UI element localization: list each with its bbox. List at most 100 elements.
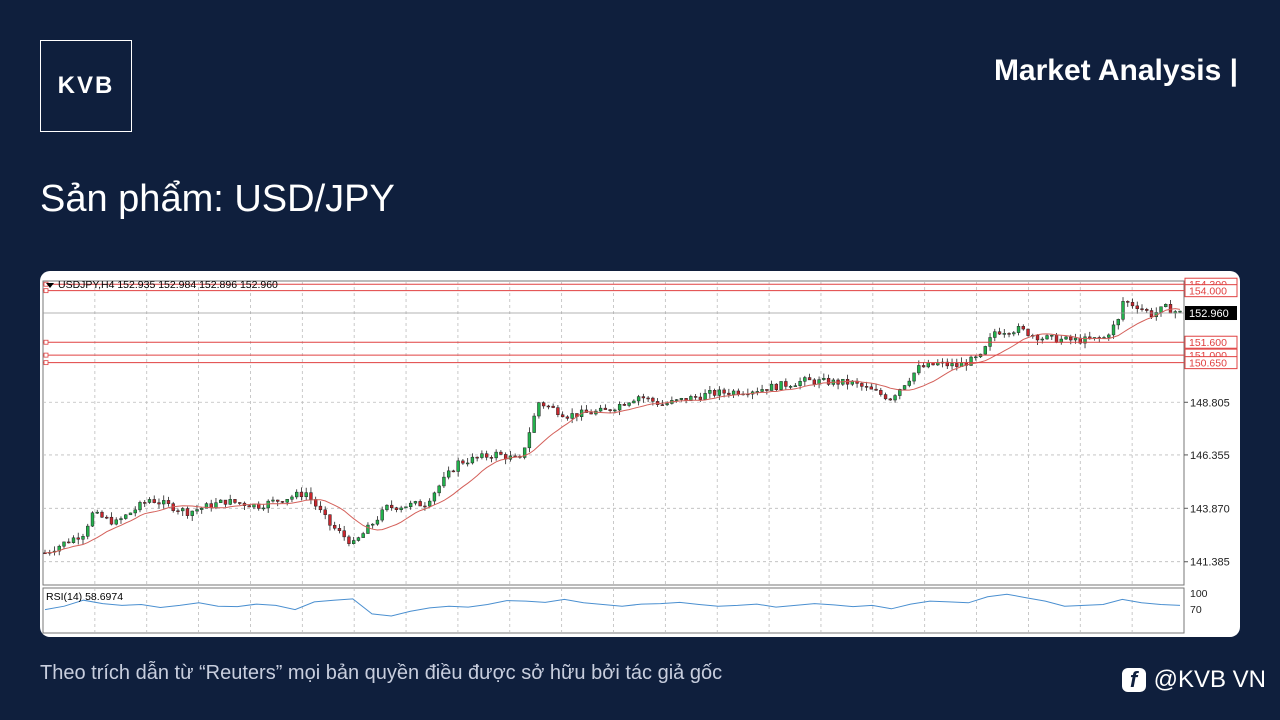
candle-bullish — [1159, 306, 1163, 313]
candle-bearish — [546, 405, 551, 408]
candle-bullish — [1045, 335, 1049, 340]
candle-bearish — [185, 508, 190, 516]
candle-bullish — [494, 451, 498, 459]
candle-bullish — [788, 386, 793, 388]
candle-bearish — [105, 516, 109, 519]
candle-bearish — [736, 390, 741, 395]
candle-bullish — [522, 447, 527, 458]
candle-bearish — [67, 541, 71, 544]
candle-bullish — [181, 508, 185, 512]
candle-bullish — [290, 496, 294, 500]
candle-bearish — [76, 537, 80, 540]
chart-card: 141.385143.870146.355148.805154.300154.0… — [40, 271, 1240, 637]
candle-bullish — [1083, 336, 1087, 344]
candle-bullish — [893, 395, 897, 401]
candle-bearish — [655, 401, 660, 405]
candle-bearish — [541, 402, 546, 407]
candle-bullish — [793, 385, 798, 387]
candle-bearish — [1126, 301, 1130, 303]
candle-bullish — [214, 502, 218, 509]
candle-bearish — [1149, 310, 1154, 318]
candle-bullish — [598, 407, 603, 412]
candle-bearish — [475, 456, 479, 459]
candle-bearish — [784, 381, 788, 387]
candle-bearish — [418, 501, 422, 507]
candle-bullish — [195, 509, 199, 512]
candle-bullish — [90, 512, 95, 527]
candle-bearish — [698, 396, 703, 400]
level-label: 154.000 — [1189, 286, 1227, 298]
level-label: 150.650 — [1189, 358, 1227, 370]
candle-bearish — [1054, 334, 1059, 343]
candle-bullish — [703, 393, 707, 400]
candle-bearish — [394, 507, 399, 510]
candle-bullish — [779, 381, 783, 390]
candle-bullish — [1050, 334, 1054, 337]
candle-bearish — [176, 510, 180, 512]
candle-bearish — [565, 416, 570, 419]
candle-bearish — [1135, 305, 1139, 309]
social-handle[interactable]: f @KVB VN — [1121, 666, 1266, 694]
candle-bullish — [1073, 337, 1078, 341]
candle-bullish — [1016, 326, 1021, 333]
chart-dropdown-icon — [46, 283, 54, 288]
candle-bullish — [907, 380, 911, 386]
candle-bullish — [228, 499, 232, 505]
candle-bearish — [109, 516, 114, 525]
candle-bearish — [209, 503, 213, 509]
candle-bullish — [162, 500, 166, 505]
candle-bullish — [86, 525, 90, 537]
candle-bearish — [955, 363, 959, 367]
candle-bullish — [352, 540, 356, 544]
candle-bullish — [446, 470, 451, 478]
candle-bearish — [389, 504, 394, 508]
candle-bearish — [727, 392, 731, 395]
candle-bullish — [902, 385, 907, 390]
candle-bearish — [489, 457, 494, 459]
candle-bearish — [660, 404, 665, 406]
candle-bullish — [470, 456, 475, 464]
candle-bullish — [271, 499, 275, 502]
candle-bullish — [679, 398, 684, 400]
candle-bullish — [138, 502, 142, 511]
candle-bullish — [983, 346, 987, 355]
candle-bearish — [233, 499, 237, 503]
candle-bullish — [285, 498, 289, 503]
candle-bearish — [1069, 336, 1073, 341]
candle-bullish — [617, 404, 622, 411]
candle-bullish — [1164, 304, 1168, 308]
candle-bullish — [147, 499, 152, 503]
candle-bullish — [62, 541, 66, 547]
candle-bullish — [689, 396, 693, 402]
level-marker — [43, 288, 49, 294]
level-label-box — [1184, 284, 1238, 298]
candle-bullish — [456, 460, 460, 472]
candle-bullish — [114, 519, 118, 525]
candle-bearish — [807, 377, 812, 381]
candle-bearish — [1021, 326, 1025, 330]
candle-bullish — [822, 377, 826, 380]
candle-bearish — [461, 460, 465, 464]
candle-bullish — [204, 503, 209, 509]
current-price-box — [1185, 306, 1237, 321]
candle-bullish — [1002, 333, 1006, 335]
candle-bullish — [356, 537, 361, 541]
candle-bearish — [608, 409, 612, 411]
candle-bullish — [380, 509, 384, 521]
y-tick-label: 141.385 — [1190, 557, 1230, 569]
candle-bearish — [1145, 309, 1149, 311]
candle-bullish — [465, 462, 470, 465]
candle-bullish — [81, 536, 85, 540]
candle-bearish — [347, 536, 351, 544]
candle-bearish — [693, 396, 698, 398]
candle-bullish — [527, 432, 532, 449]
candle-bearish — [238, 502, 242, 504]
candle-bearish — [299, 491, 304, 498]
candle-bearish — [484, 453, 489, 458]
candle-bullish — [432, 492, 437, 502]
candle-bullish — [1121, 301, 1125, 320]
candle-bearish — [864, 386, 869, 388]
candle-bullish — [190, 510, 194, 516]
candle-bullish — [532, 415, 536, 433]
candle-bullish — [371, 523, 375, 526]
